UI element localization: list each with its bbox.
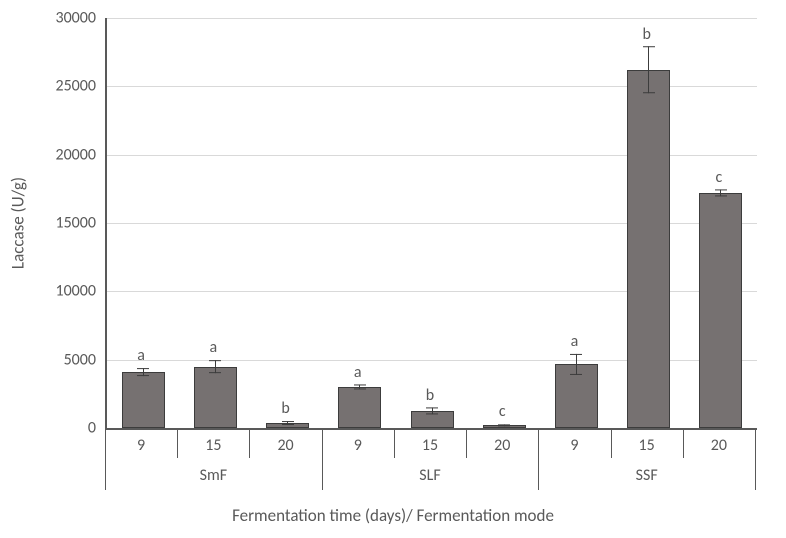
bar-SLF-20 [483, 425, 526, 428]
bar-SSF-15 [627, 70, 670, 428]
significance-letter: b [426, 386, 434, 405]
significance-letter: b [642, 25, 650, 44]
x-tick-day: 15 [639, 436, 655, 455]
bar-rect [338, 387, 381, 428]
group-divider [538, 428, 539, 490]
subdivider [177, 428, 178, 458]
x-axis-label: Fermentation time (days)/ Fermentation m… [0, 505, 786, 526]
subdivider [683, 428, 684, 458]
significance-letter: c [715, 168, 722, 187]
bar-rect [122, 372, 165, 428]
x-tick-day: 20 [711, 436, 727, 455]
y-tick-label: 20000 [36, 145, 96, 164]
significance-letter: c [499, 402, 506, 421]
group-divider [755, 428, 756, 490]
laccase-bar-chart: Laccase (U/g) Fermentation time (days)/ … [0, 0, 786, 538]
bar-rect [194, 367, 237, 429]
x-tick-day: 20 [494, 436, 510, 455]
x-group-label: SSF [636, 466, 658, 485]
bar-SmF-20 [266, 423, 309, 428]
y-axis-label: Laccase (U/g) [8, 177, 29, 269]
x-tick-day: 20 [277, 436, 293, 455]
significance-letter: a [571, 332, 579, 351]
x-group-label: SLF [419, 466, 440, 485]
group-divider [322, 428, 323, 490]
x-group-label: SmF [200, 466, 227, 485]
x-tick-day: 9 [570, 436, 578, 455]
subdivider [611, 428, 612, 458]
bar-SLF-9 [338, 387, 381, 428]
bar-SSF-9 [555, 364, 598, 428]
gridline [107, 18, 757, 19]
bar-rect [627, 70, 670, 428]
x-tick-day: 9 [137, 436, 145, 455]
y-tick-label: 15000 [36, 214, 96, 233]
bar-SmF-15 [194, 367, 237, 429]
subdivider [466, 428, 467, 458]
y-tick-label: 0 [36, 419, 96, 438]
y-tick-label: 25000 [36, 77, 96, 96]
y-tick-label: 30000 [36, 9, 96, 28]
plot-area [105, 18, 757, 430]
group-divider [105, 428, 106, 490]
bar-SLF-15 [411, 411, 454, 428]
y-tick-label: 5000 [36, 350, 96, 369]
x-tick-day: 15 [422, 436, 438, 455]
significance-letter: a [209, 338, 217, 357]
x-tick-day: 9 [354, 436, 362, 455]
y-tick-label: 10000 [36, 282, 96, 301]
subdivider [249, 428, 250, 458]
significance-letter: a [354, 363, 362, 382]
subdivider [394, 428, 395, 458]
bar-SmF-9 [122, 372, 165, 428]
significance-letter: b [281, 399, 289, 418]
significance-letter: a [137, 346, 145, 365]
bar-SSF-20 [699, 193, 742, 428]
x-tick-day: 15 [205, 436, 221, 455]
bar-rect [699, 193, 742, 428]
